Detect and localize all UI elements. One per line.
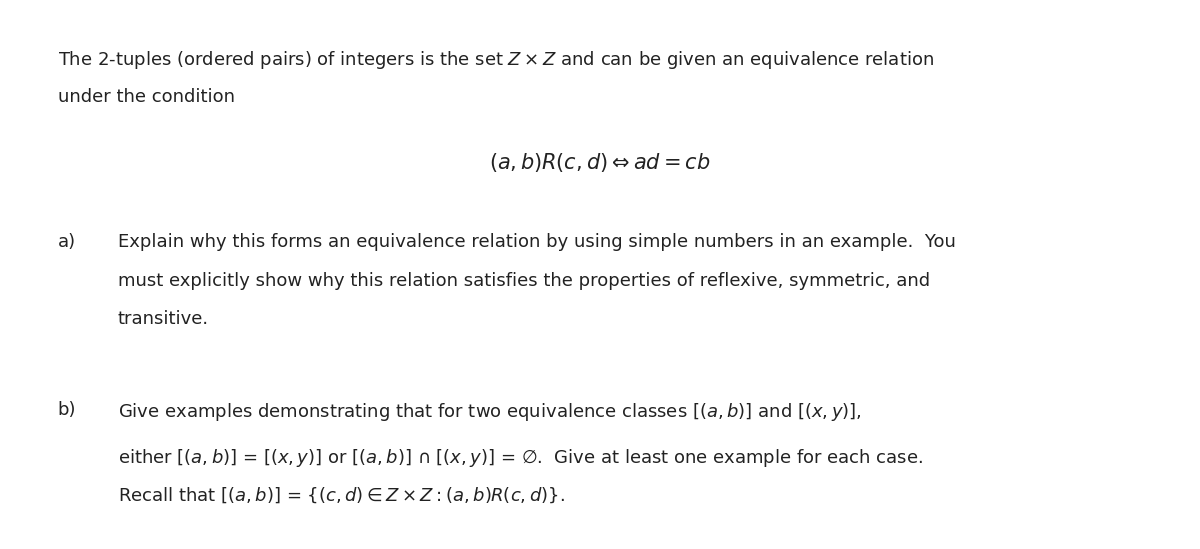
Text: Recall that $[(a, b)]$ = $\{(c, d) \in Z \times Z: (a, b)R(c, d)\}$.: Recall that $[(a, b)]$ = $\{(c, d) \in Z…: [118, 486, 564, 506]
Text: must explicitly show why this relation satisfies the properties of reflexive, sy: must explicitly show why this relation s…: [118, 272, 930, 290]
Text: The 2-tuples (ordered pairs) of integers is the set $Z \times Z$ and can be give: The 2-tuples (ordered pairs) of integers…: [58, 49, 934, 71]
Text: under the condition: under the condition: [58, 88, 235, 106]
Text: Explain why this forms an equivalence relation by using simple numbers in an exa: Explain why this forms an equivalence re…: [118, 233, 955, 251]
Text: Give examples demonstrating that for two equivalence classes $[(a, b)]$ and $[(x: Give examples demonstrating that for two…: [118, 401, 862, 423]
Text: a): a): [58, 233, 76, 251]
Text: b): b): [58, 401, 76, 419]
Text: $(a, b)R(c, d) \Leftrightarrow ad = cb$: $(a, b)R(c, d) \Leftrightarrow ad = cb$: [490, 151, 710, 174]
Text: transitive.: transitive.: [118, 310, 209, 328]
Text: either $[(a, b)]$ = $[(x, y)]$ or $[(a, b)]$ $\cap$ $[(x, y)]$ = $\emptyset$.  G: either $[(a, b)]$ = $[(x, y)]$ or $[(a, …: [118, 447, 923, 469]
